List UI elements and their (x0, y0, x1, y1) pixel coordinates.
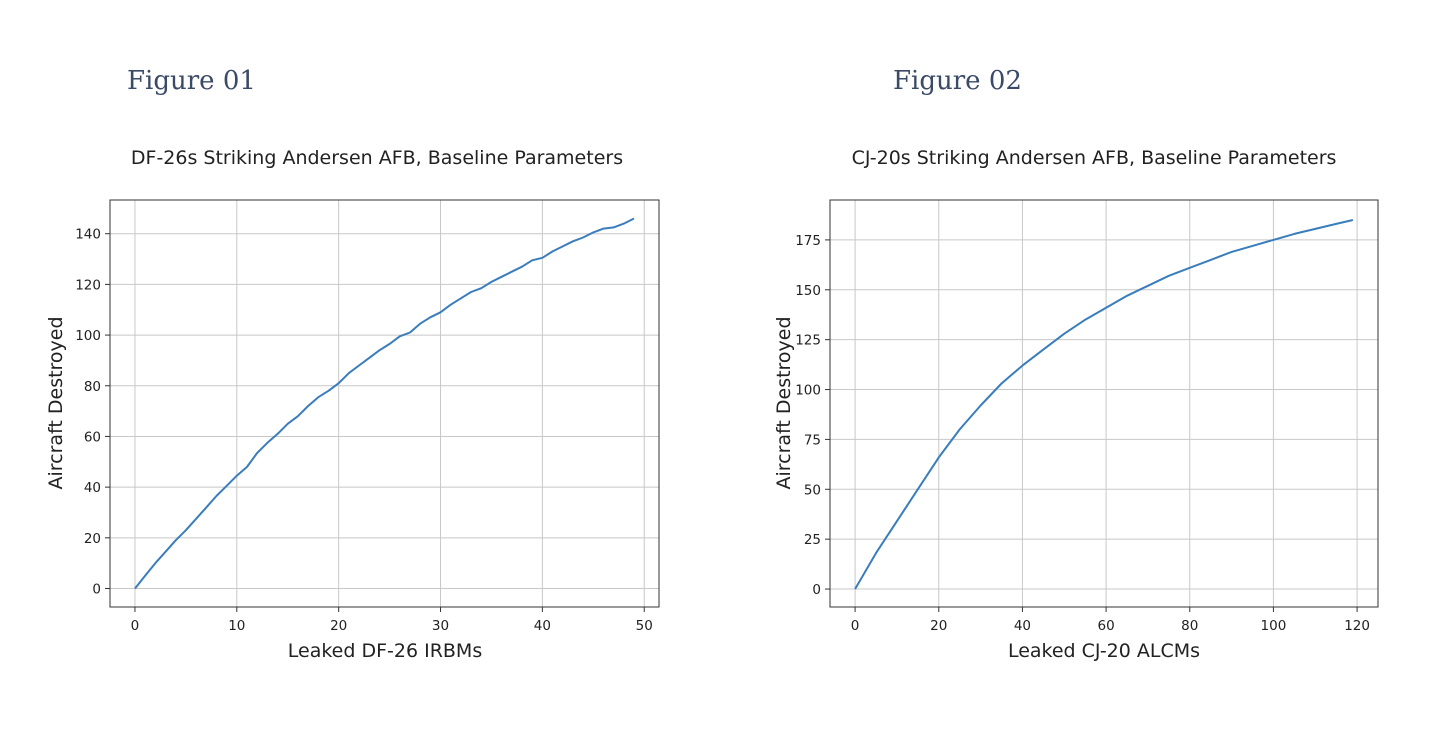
chart-title: DF-26s Striking Andersen AFB, Baseline P… (131, 147, 623, 169)
y-axis-label: Aircraft Destroyed (45, 316, 67, 489)
x-tick-label: 10 (228, 618, 245, 634)
y-tick-label: 100 (795, 383, 821, 399)
x-tick-label: 20 (930, 618, 947, 634)
figure-2-heading: Figure 02 (893, 66, 1022, 96)
series-line (134, 217, 635, 590)
x-axis-label: Leaked CJ-20 ALCMs (1008, 640, 1200, 662)
plot-frame (829, 199, 1379, 608)
chart-1: DF-26s Striking Andersen AFB, Baseline P… (45, 147, 660, 662)
x-tick-label: 80 (1181, 618, 1198, 634)
y-tick-label: 150 (795, 283, 821, 299)
y-tick-label: 0 (92, 582, 101, 598)
chart-2: CJ-20s Striking Andersen AFB, Baseline P… (773, 147, 1379, 662)
x-tick-label: 0 (851, 618, 860, 634)
chart-title: CJ-20s Striking Andersen AFB, Baseline P… (852, 147, 1337, 169)
x-tick-label: 30 (432, 618, 449, 634)
y-tick-label: 50 (804, 482, 821, 498)
x-tick-label: 20 (330, 618, 347, 634)
plot-frame (109, 199, 660, 608)
x-axis-label: Leaked DF-26 IRBMs (288, 640, 482, 662)
x-tick-label: 40 (1014, 618, 1031, 634)
y-tick-label: 25 (804, 532, 821, 548)
y-axis-label: Aircraft Destroyed (773, 316, 795, 489)
x-tick-label: 50 (636, 618, 653, 634)
x-tick-label: 0 (131, 618, 140, 634)
y-tick-label: 75 (804, 432, 821, 448)
y-tick-label: 20 (84, 531, 101, 547)
x-tick-label: 40 (534, 618, 551, 634)
figure-1-heading: Figure 01 (127, 66, 256, 96)
y-tick-label: 100 (75, 328, 101, 344)
y-tick-label: 125 (795, 333, 821, 349)
x-tick-label: 100 (1261, 618, 1287, 634)
x-tick-label: 60 (1097, 618, 1114, 634)
y-tick-label: 175 (795, 233, 821, 249)
y-tick-label: 40 (84, 480, 101, 496)
series-line (854, 219, 1354, 590)
y-tick-label: 120 (75, 277, 101, 293)
y-tick-label: 0 (812, 582, 821, 598)
y-tick-label: 80 (84, 379, 101, 395)
y-tick-label: 140 (75, 227, 101, 243)
y-tick-label: 60 (84, 429, 101, 445)
x-tick-label: 120 (1344, 618, 1370, 634)
